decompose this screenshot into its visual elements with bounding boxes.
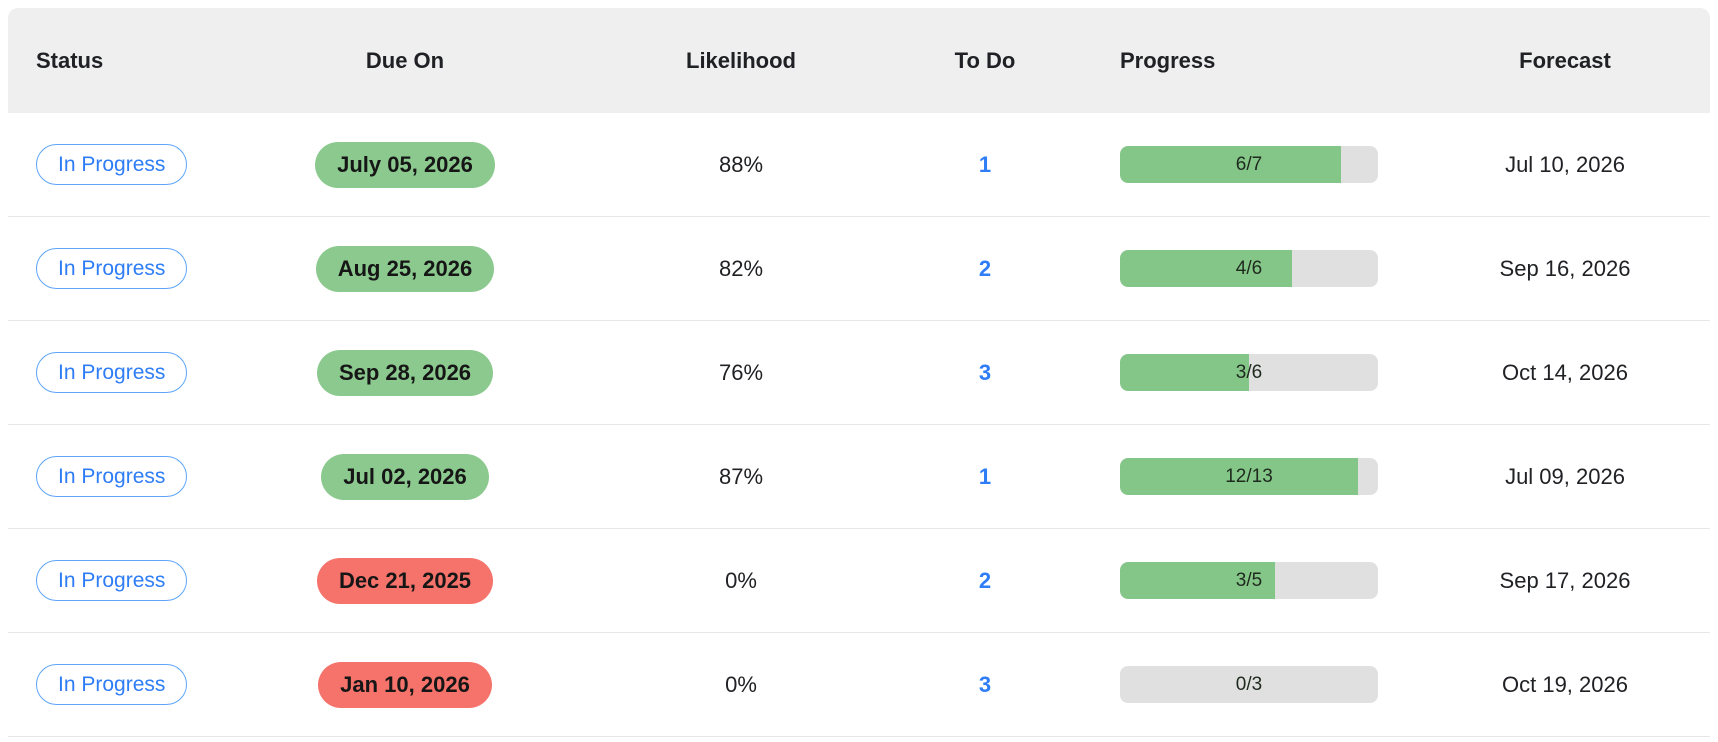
- table-row: In Progress July 05, 2026 88% 1 6/7 Jul …: [8, 113, 1710, 217]
- todo-count-link[interactable]: 2: [978, 567, 992, 593]
- progress-bar: 3/6: [1120, 354, 1378, 391]
- table-row: In Progress Dec 21, 2025 0% 2 3/5 Sep 17…: [8, 529, 1710, 633]
- table-row: In Progress Aug 25, 2026 82% 2 4/6 Sep 1…: [8, 217, 1710, 321]
- status-badge[interactable]: In Progress: [36, 455, 188, 498]
- likelihood-value: 0%: [725, 567, 757, 593]
- forecast-date: Sep 16, 2026: [1499, 255, 1631, 281]
- todo-count-link[interactable]: 3: [978, 359, 992, 385]
- forecast-date: Oct 14, 2026: [1502, 359, 1628, 385]
- due-date-pill[interactable]: Jul 02, 2026: [321, 453, 489, 500]
- progress-bar: 12/13: [1120, 458, 1378, 495]
- forecast-date: Jul 09, 2026: [1505, 463, 1625, 489]
- todo-count-link[interactable]: 2: [978, 255, 992, 281]
- table-header-row: Status Due On Likelihood To Do Progress …: [8, 8, 1710, 113]
- status-badge[interactable]: In Progress: [36, 247, 188, 290]
- table-row: In Progress Sep 28, 2026 76% 3 3/6 Oct 1…: [8, 321, 1710, 425]
- due-date-pill[interactable]: Dec 21, 2025: [316, 557, 494, 604]
- likelihood-value: 82%: [718, 255, 764, 281]
- likelihood-value: 0%: [725, 671, 757, 697]
- status-badge[interactable]: In Progress: [36, 351, 188, 394]
- progress-bar: 3/5: [1120, 562, 1378, 599]
- column-header-progress: Progress: [1120, 47, 1216, 73]
- likelihood-value: 87%: [718, 463, 764, 489]
- project-table: Status Due On Likelihood To Do Progress …: [8, 8, 1710, 737]
- forecast-date: Oct 19, 2026: [1502, 671, 1628, 697]
- progress-bar-fill: [1120, 562, 1275, 599]
- progress-bar-label: 6/7: [1235, 153, 1263, 175]
- todo-count-link[interactable]: 1: [978, 463, 992, 489]
- progress-bar: 0/3: [1120, 666, 1378, 703]
- progress-bar: 4/6: [1120, 250, 1378, 287]
- progress-bar-label: 0/3: [1235, 673, 1263, 695]
- column-header-to-do: To Do: [954, 47, 1016, 73]
- due-date-pill[interactable]: Aug 25, 2026: [315, 245, 495, 292]
- progress-bar-fill: [1120, 354, 1249, 391]
- progress-bar-fill: [1120, 458, 1359, 495]
- table-row: In Progress Jan 10, 2026 0% 3 0/3 Oct 19…: [8, 633, 1710, 737]
- todo-count-link[interactable]: 3: [978, 671, 992, 697]
- column-header-due-on: Due On: [365, 47, 445, 73]
- status-badge[interactable]: In Progress: [36, 559, 188, 602]
- status-badge[interactable]: In Progress: [36, 143, 188, 186]
- progress-bar-fill: [1120, 146, 1342, 183]
- column-header-likelihood: Likelihood: [686, 47, 796, 73]
- due-date-pill[interactable]: Sep 28, 2026: [316, 349, 494, 396]
- todo-count-link[interactable]: 1: [978, 151, 992, 177]
- likelihood-value: 88%: [718, 151, 764, 177]
- column-header-status: Status: [36, 47, 104, 73]
- forecast-date: Sep 17, 2026: [1499, 567, 1631, 593]
- table-row: In Progress Jul 02, 2026 87% 1 12/13 Jul…: [8, 425, 1710, 529]
- progress-bar-label: 4/6: [1235, 257, 1263, 279]
- progress-bar: 6/7: [1120, 146, 1378, 183]
- forecast-date: Jul 10, 2026: [1505, 151, 1625, 177]
- due-date-pill[interactable]: July 05, 2026: [315, 141, 495, 188]
- progress-bar-label: 3/6: [1235, 361, 1263, 383]
- progress-bar-fill: [1120, 250, 1292, 287]
- progress-bar-label: 12/13: [1225, 465, 1273, 487]
- progress-bar-label: 3/5: [1235, 569, 1263, 591]
- status-badge[interactable]: In Progress: [36, 663, 188, 706]
- due-date-pill[interactable]: Jan 10, 2026: [318, 661, 492, 708]
- column-header-forecast: Forecast: [1519, 47, 1611, 73]
- likelihood-value: 76%: [718, 359, 764, 385]
